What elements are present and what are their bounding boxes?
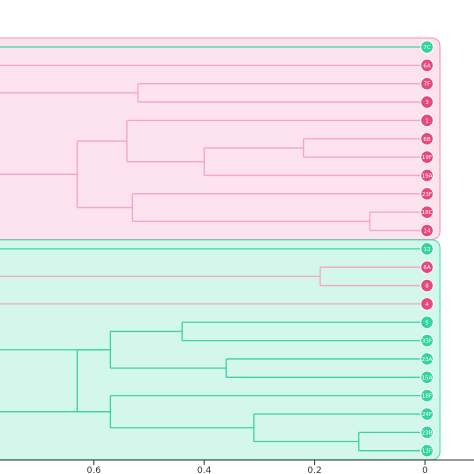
leaf-node: 19F (420, 150, 434, 164)
leaf-label: 18F (422, 394, 432, 400)
leaf-label: 14 (424, 229, 431, 235)
leaf-node: 1 (420, 113, 434, 128)
leaf-marker (420, 40, 434, 54)
leaf-node: 23F (420, 187, 434, 201)
leaf-marker (420, 370, 434, 385)
leaf-label: 15A (422, 375, 433, 381)
leaf-node: 19A (420, 168, 434, 183)
leaf-marker (420, 352, 434, 366)
leaf-marker (420, 58, 434, 73)
leaf-marker (420, 260, 434, 275)
leaf-node: 23B (420, 425, 434, 440)
leaf-label: 5 (425, 320, 429, 326)
leaf-node: 7F (420, 76, 434, 91)
leaf-label: 23A (422, 357, 433, 363)
leaf-node: 13 (420, 242, 434, 256)
leaf-label: 19A (422, 173, 433, 179)
x-tick-label: 0 (422, 466, 428, 474)
x-axis: 0.6 0.4 0.2 0 (0, 459, 474, 474)
leaf-node: 18C (420, 205, 434, 219)
dendrogram-branches (0, 46, 425, 452)
leaf-node: 24F (420, 407, 434, 421)
leaf-label: 13 (424, 247, 431, 253)
leaf-label: 7F (424, 82, 431, 88)
x-tick-label: 0.6 (87, 466, 102, 474)
leaf-label: 6A (423, 63, 430, 69)
leaf-label: 18C (422, 210, 433, 216)
leaf-marker (420, 205, 434, 219)
leaf-label: 8 (425, 284, 429, 290)
leaf-node: 3 (420, 95, 434, 109)
leaf-marker (420, 333, 434, 348)
leaf-marker (420, 407, 434, 421)
leaf-marker (420, 223, 434, 238)
leaf-node: 33F (420, 333, 434, 348)
leaf-node: 6A (420, 58, 434, 73)
leaf-label: 6A (423, 265, 430, 271)
leaf-node: 15A (420, 370, 434, 385)
leaf-node: 4 (420, 297, 434, 311)
leaf-node: 23A (420, 352, 434, 366)
leaf-marker (420, 278, 434, 293)
leaf-marker (420, 131, 434, 146)
leaf-marker (420, 315, 434, 330)
leaf-markers: 7C 6A 7F 3 1 6B 19F 19A 23F 18C 14 13 6A 8 4 5 33F 23A 15A… (420, 40, 434, 458)
leaf-marker (420, 113, 434, 128)
leaf-label: 1 (425, 118, 429, 124)
leaf-marker (420, 388, 434, 403)
x-tick-label: 0.4 (197, 466, 212, 474)
leaf-node: 6B (420, 131, 434, 146)
leaf-marker (420, 168, 434, 183)
leaf-node: 7C (420, 40, 434, 54)
leaf-label: 23F (422, 192, 432, 198)
leaf-node: 12F (420, 443, 434, 458)
leaf-label: 24F (422, 412, 432, 418)
leaf-label: 4 (425, 302, 429, 308)
leaf-marker (420, 242, 434, 256)
leaf-node: 6A (420, 260, 434, 275)
leaf-marker (420, 76, 434, 91)
leaf-marker (420, 443, 434, 458)
leaf-marker (420, 425, 434, 440)
leaf-marker (420, 95, 434, 109)
x-tick-label: 0.2 (307, 466, 321, 474)
leaf-node: 18F (420, 388, 434, 403)
leaf-marker (420, 150, 434, 164)
leaf-label: 6B (423, 137, 430, 143)
leaf-label: 23B (422, 430, 433, 436)
leaf-marker (420, 187, 434, 201)
leaf-label: 3 (425, 100, 429, 106)
leaf-label: 33F (422, 339, 432, 345)
leaf-node: 14 (420, 223, 434, 238)
leaf-marker (420, 297, 434, 311)
leaf-label: 7C (423, 45, 430, 51)
leaf-label: 12F (422, 449, 432, 455)
leaf-node: 5 (420, 315, 434, 330)
leaf-label: 19F (422, 155, 432, 161)
leaf-node: 8 (420, 278, 434, 293)
